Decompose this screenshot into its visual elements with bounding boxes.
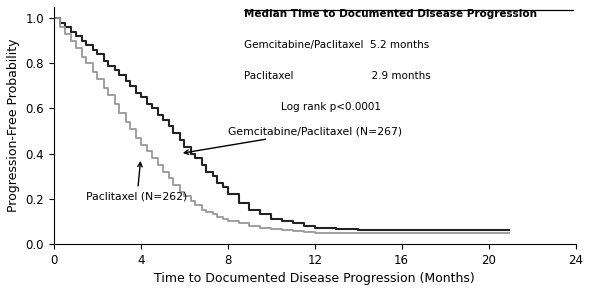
Text: Log rank p<0.0001: Log rank p<0.0001: [281, 102, 381, 112]
Text: Paclitaxel (N=262): Paclitaxel (N=262): [87, 162, 188, 201]
X-axis label: Time to Documented Disease Progression (Months): Time to Documented Disease Progression (…: [155, 272, 475, 285]
Text: Gemcitabine/Paclitaxel  5.2 months: Gemcitabine/Paclitaxel 5.2 months: [244, 40, 430, 50]
Y-axis label: Progression-Free Probability: Progression-Free Probability: [7, 39, 20, 212]
Text: Paclitaxel                        2.9 months: Paclitaxel 2.9 months: [244, 71, 431, 81]
Text: Gemcitabine/Paclitaxel (N=267): Gemcitabine/Paclitaxel (N=267): [184, 126, 402, 154]
Text: Median Time to Documented Disease Progression: Median Time to Documented Disease Progre…: [244, 9, 537, 19]
